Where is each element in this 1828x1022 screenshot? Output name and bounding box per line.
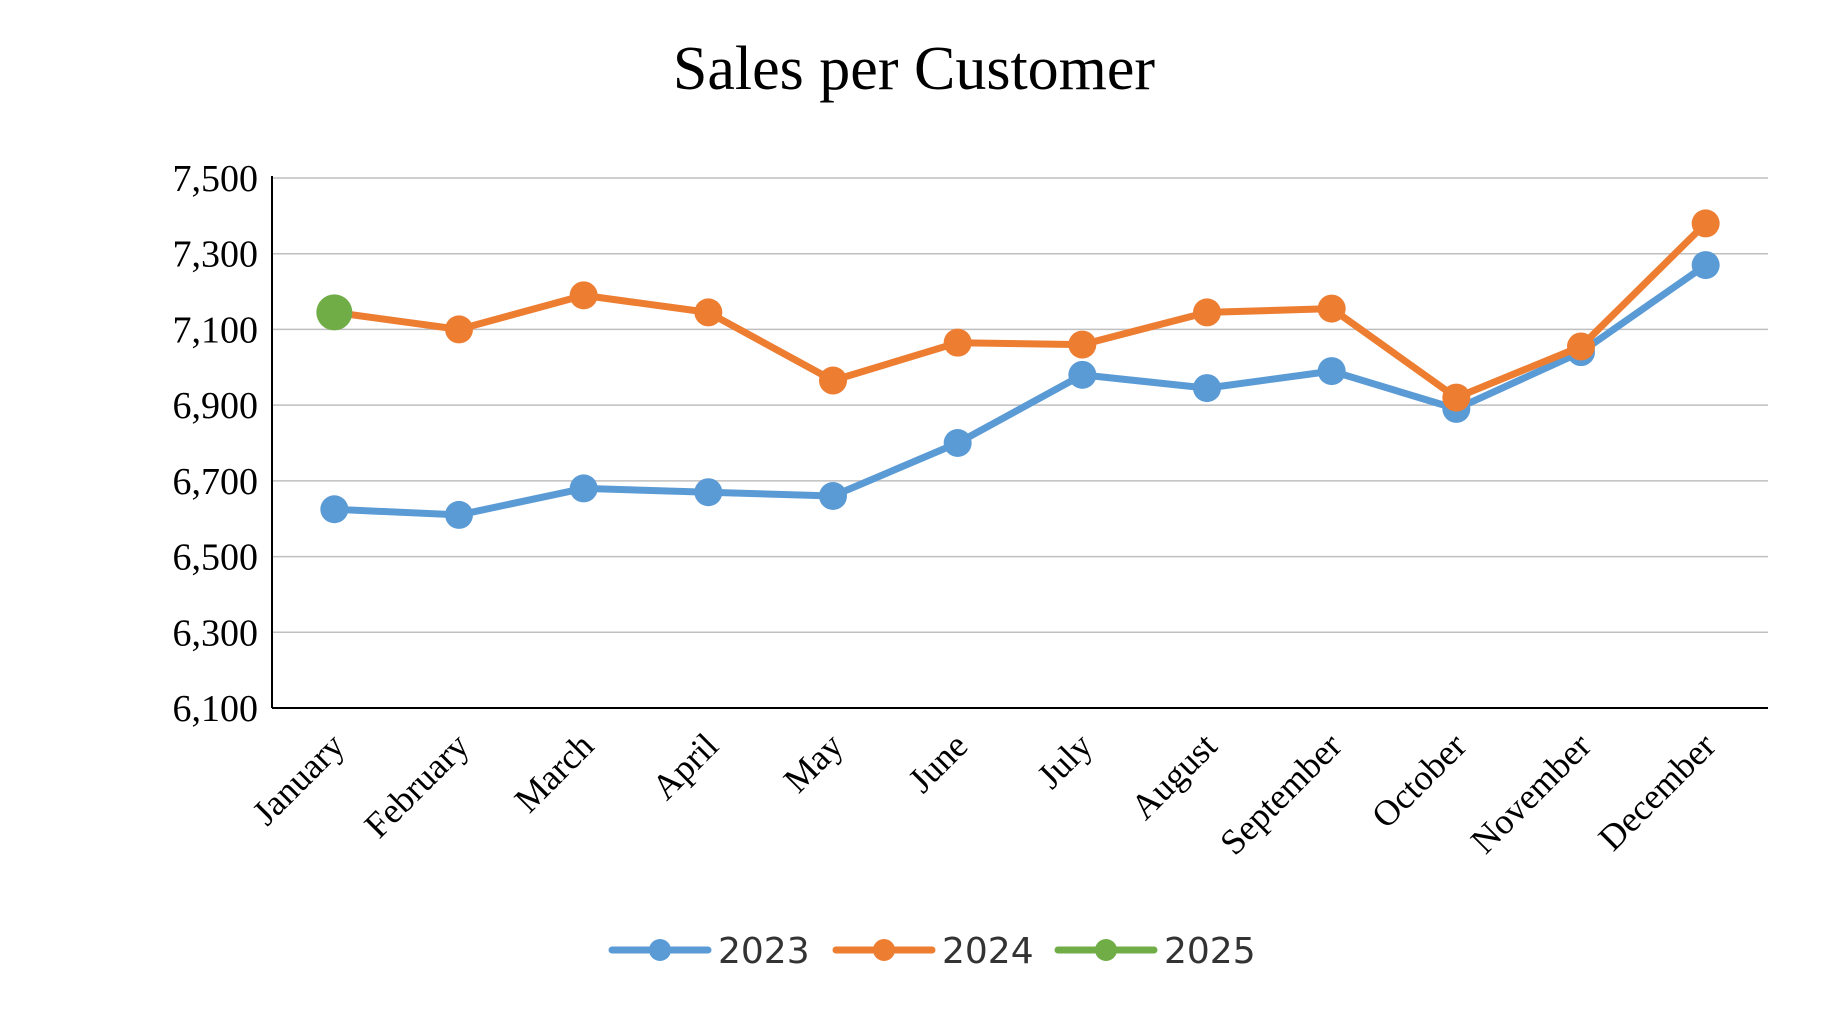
series-line-2023: [330, 261, 1710, 519]
legend-label-2024: 2024: [942, 931, 1034, 972]
data-point-2023: [320, 495, 349, 524]
x-tick-label: October: [1364, 725, 1474, 835]
x-tick-label: November: [1463, 725, 1599, 861]
data-point-2023: [569, 474, 598, 503]
legend-marker-2024: [873, 939, 895, 961]
data-point-2024: [819, 366, 847, 395]
x-tick-label: March: [507, 725, 602, 820]
chart-title: Sales per Customer: [672, 35, 1156, 103]
y-tick-label: 7,300: [173, 234, 259, 276]
data-point-2024: [1442, 383, 1471, 412]
x-tick-labels: January February March April May June July Augu…: [245, 725, 1724, 862]
data-point-2023: [1317, 357, 1346, 386]
data-point-2024: [1691, 209, 1720, 238]
legend: 2023 2024 2025: [608, 931, 1256, 972]
x-tick-label: August: [1123, 725, 1225, 827]
x-tick-label: December: [1590, 725, 1723, 858]
x-tick-label: January: [245, 725, 352, 832]
axes: [271, 176, 1768, 709]
y-tick-labels: 6,100 6,300 6,500 6,700 6,900 7,100 7,300 7,500: [173, 158, 259, 730]
data-point-2024: [694, 298, 723, 327]
data-point-2024: [1317, 294, 1346, 323]
y-tick-label: 6,700: [173, 461, 259, 503]
x-tick-label: June: [900, 725, 975, 800]
data-point-2023: [694, 478, 723, 507]
x-tick-label: July: [1029, 725, 1100, 796]
data-point-2024: [1193, 298, 1221, 327]
gridlines: [272, 177, 1768, 634]
data-point-2023: [1193, 374, 1221, 403]
x-tick-label: February: [356, 725, 476, 845]
series-line-2024: [330, 219, 1710, 402]
data-point-2023: [1691, 251, 1720, 280]
series-layer: [316, 209, 1720, 529]
legend-marker-2023: [649, 939, 671, 961]
legend-marker-2025: [1095, 939, 1117, 961]
data-point-2024: [1567, 332, 1595, 361]
data-point-2024: [569, 281, 598, 310]
x-tick-label: September: [1212, 725, 1349, 862]
data-point-2024: [1068, 330, 1097, 359]
data-point-2024: [445, 315, 473, 344]
data-point-2023: [1068, 360, 1097, 389]
y-tick-label: 7,100: [173, 309, 259, 351]
data-point-2024: [943, 328, 972, 357]
y-tick-label: 6,300: [173, 612, 259, 654]
y-tick-label: 6,900: [173, 385, 259, 427]
data-point-2023: [943, 429, 972, 457]
data-point-2023: [819, 482, 847, 510]
y-tick-label: 6,100: [173, 688, 259, 730]
x-tick-label: May: [776, 725, 851, 800]
y-tick-label: 7,500: [173, 158, 259, 200]
x-tick-label: April: [644, 725, 726, 807]
data-point-2025: [316, 294, 353, 331]
data-point-2023: [445, 500, 473, 529]
y-tick-label: 6,500: [173, 537, 259, 579]
legend-label-2023: 2023: [718, 931, 810, 972]
legend-label-2025: 2025: [1164, 931, 1256, 972]
